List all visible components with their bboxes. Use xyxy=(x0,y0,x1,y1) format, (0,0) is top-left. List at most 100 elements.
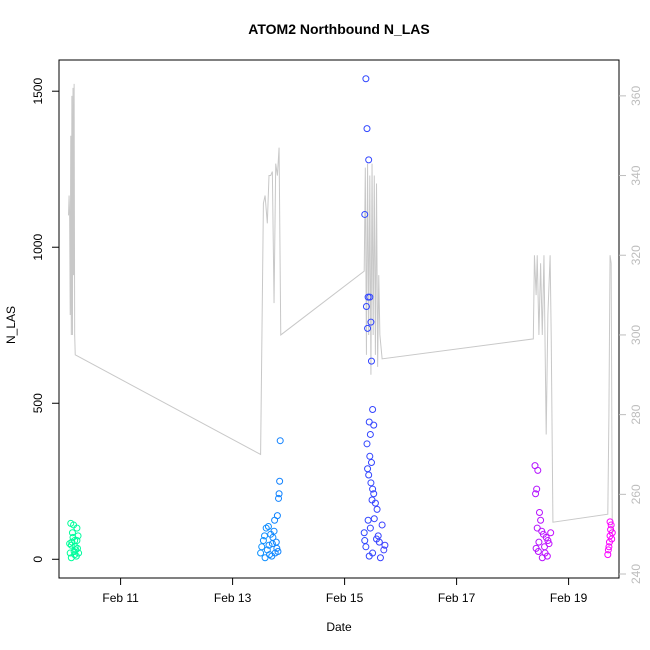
data-point xyxy=(533,485,541,493)
data-point xyxy=(259,537,267,545)
data-point xyxy=(362,303,370,311)
data-point xyxy=(547,529,555,537)
data-point xyxy=(258,543,266,551)
data-point xyxy=(366,452,374,460)
data-point xyxy=(378,521,386,529)
data-point xyxy=(75,549,83,557)
data-point xyxy=(365,471,373,479)
data-point xyxy=(276,437,284,445)
y-right-tick-label: 340 xyxy=(629,165,643,185)
data-point xyxy=(363,440,371,448)
y-axis-label: N_LAS xyxy=(4,306,18,344)
data-point xyxy=(361,210,369,218)
data-point xyxy=(380,546,388,554)
y-right-tick-label: 280 xyxy=(629,404,643,424)
data-point xyxy=(273,512,281,520)
data-point xyxy=(604,551,612,559)
data-point xyxy=(73,544,81,552)
data-point xyxy=(366,293,374,301)
y-left-tick-label: 1000 xyxy=(31,234,45,261)
chart-title: ATOM2 Northbound N_LAS xyxy=(248,21,429,37)
data-point xyxy=(369,485,377,493)
data-point xyxy=(367,459,375,467)
data-point xyxy=(73,537,81,545)
y-right-tick-label: 240 xyxy=(629,564,643,584)
data-point xyxy=(370,515,378,523)
x-tick-label: Feb 11 xyxy=(102,591,139,605)
data-point xyxy=(366,430,374,438)
data-point xyxy=(271,549,279,557)
data-point xyxy=(270,527,278,535)
x-axis: Feb 11 Feb 13 Feb 15 Feb 17 Feb 19 xyxy=(102,578,588,605)
data-point xyxy=(606,518,614,526)
plot-frame xyxy=(58,59,620,579)
data-point xyxy=(66,549,74,557)
data-point xyxy=(534,547,542,555)
data-point xyxy=(534,466,542,474)
data-point xyxy=(363,125,371,133)
data-point xyxy=(370,421,378,429)
data-point xyxy=(361,537,369,545)
series-line xyxy=(68,83,613,535)
data-point xyxy=(544,537,552,545)
data-point xyxy=(67,541,75,549)
data-point xyxy=(362,75,370,83)
data-point xyxy=(276,477,284,485)
data-point xyxy=(268,540,276,548)
y-axis-right: 240 260 280 300 320 340 360 xyxy=(619,86,643,584)
data-point xyxy=(537,516,545,524)
data-point xyxy=(67,519,75,527)
data-point xyxy=(74,532,82,540)
data-point xyxy=(73,524,81,532)
x-tick-label: Feb 19 xyxy=(550,591,588,605)
y-right-tick-label: 360 xyxy=(629,86,643,106)
data-point xyxy=(66,540,74,548)
data-point xyxy=(71,551,79,559)
y-left-tick-label: 1500 xyxy=(31,78,45,105)
data-point xyxy=(265,541,273,549)
data-point xyxy=(364,324,372,332)
y-left-tick-label: 500 xyxy=(31,393,45,413)
data-point xyxy=(381,541,389,549)
data-point xyxy=(543,552,551,560)
data-point xyxy=(604,546,612,554)
data-point xyxy=(261,532,269,540)
data-point xyxy=(376,554,384,562)
x-axis-label: Date xyxy=(326,620,352,634)
data-point xyxy=(538,554,546,562)
data-point xyxy=(366,524,374,532)
x-tick-label: Feb 17 xyxy=(438,591,476,605)
data-point xyxy=(68,529,76,537)
data-point xyxy=(264,523,272,531)
series-line-layer xyxy=(68,83,613,535)
data-point xyxy=(373,505,381,513)
data-point xyxy=(532,490,540,498)
data-point xyxy=(367,318,375,326)
points-layer xyxy=(66,75,616,562)
data-point xyxy=(541,543,549,551)
data-point xyxy=(373,535,381,543)
y-left-tick-label: 0 xyxy=(31,556,45,563)
data-point xyxy=(364,516,372,524)
data-point xyxy=(367,357,375,365)
data-point xyxy=(535,508,543,516)
x-tick-label: Feb 15 xyxy=(326,591,364,605)
data-point xyxy=(365,156,373,164)
data-point xyxy=(605,543,613,551)
data-point xyxy=(369,405,377,413)
y-right-tick-label: 260 xyxy=(629,484,643,504)
y-axis-left: 0 500 1000 1500 xyxy=(31,78,59,563)
data-point xyxy=(535,538,543,546)
y-right-tick-label: 300 xyxy=(629,325,643,345)
data-point xyxy=(273,544,281,552)
data-point xyxy=(360,529,368,537)
data-point xyxy=(607,521,615,529)
data-point xyxy=(371,499,379,507)
x-tick-label: Feb 13 xyxy=(214,591,252,605)
y-right-tick-label: 320 xyxy=(629,245,643,265)
data-point xyxy=(365,552,373,560)
data-point xyxy=(370,490,378,498)
data-point xyxy=(367,479,375,487)
